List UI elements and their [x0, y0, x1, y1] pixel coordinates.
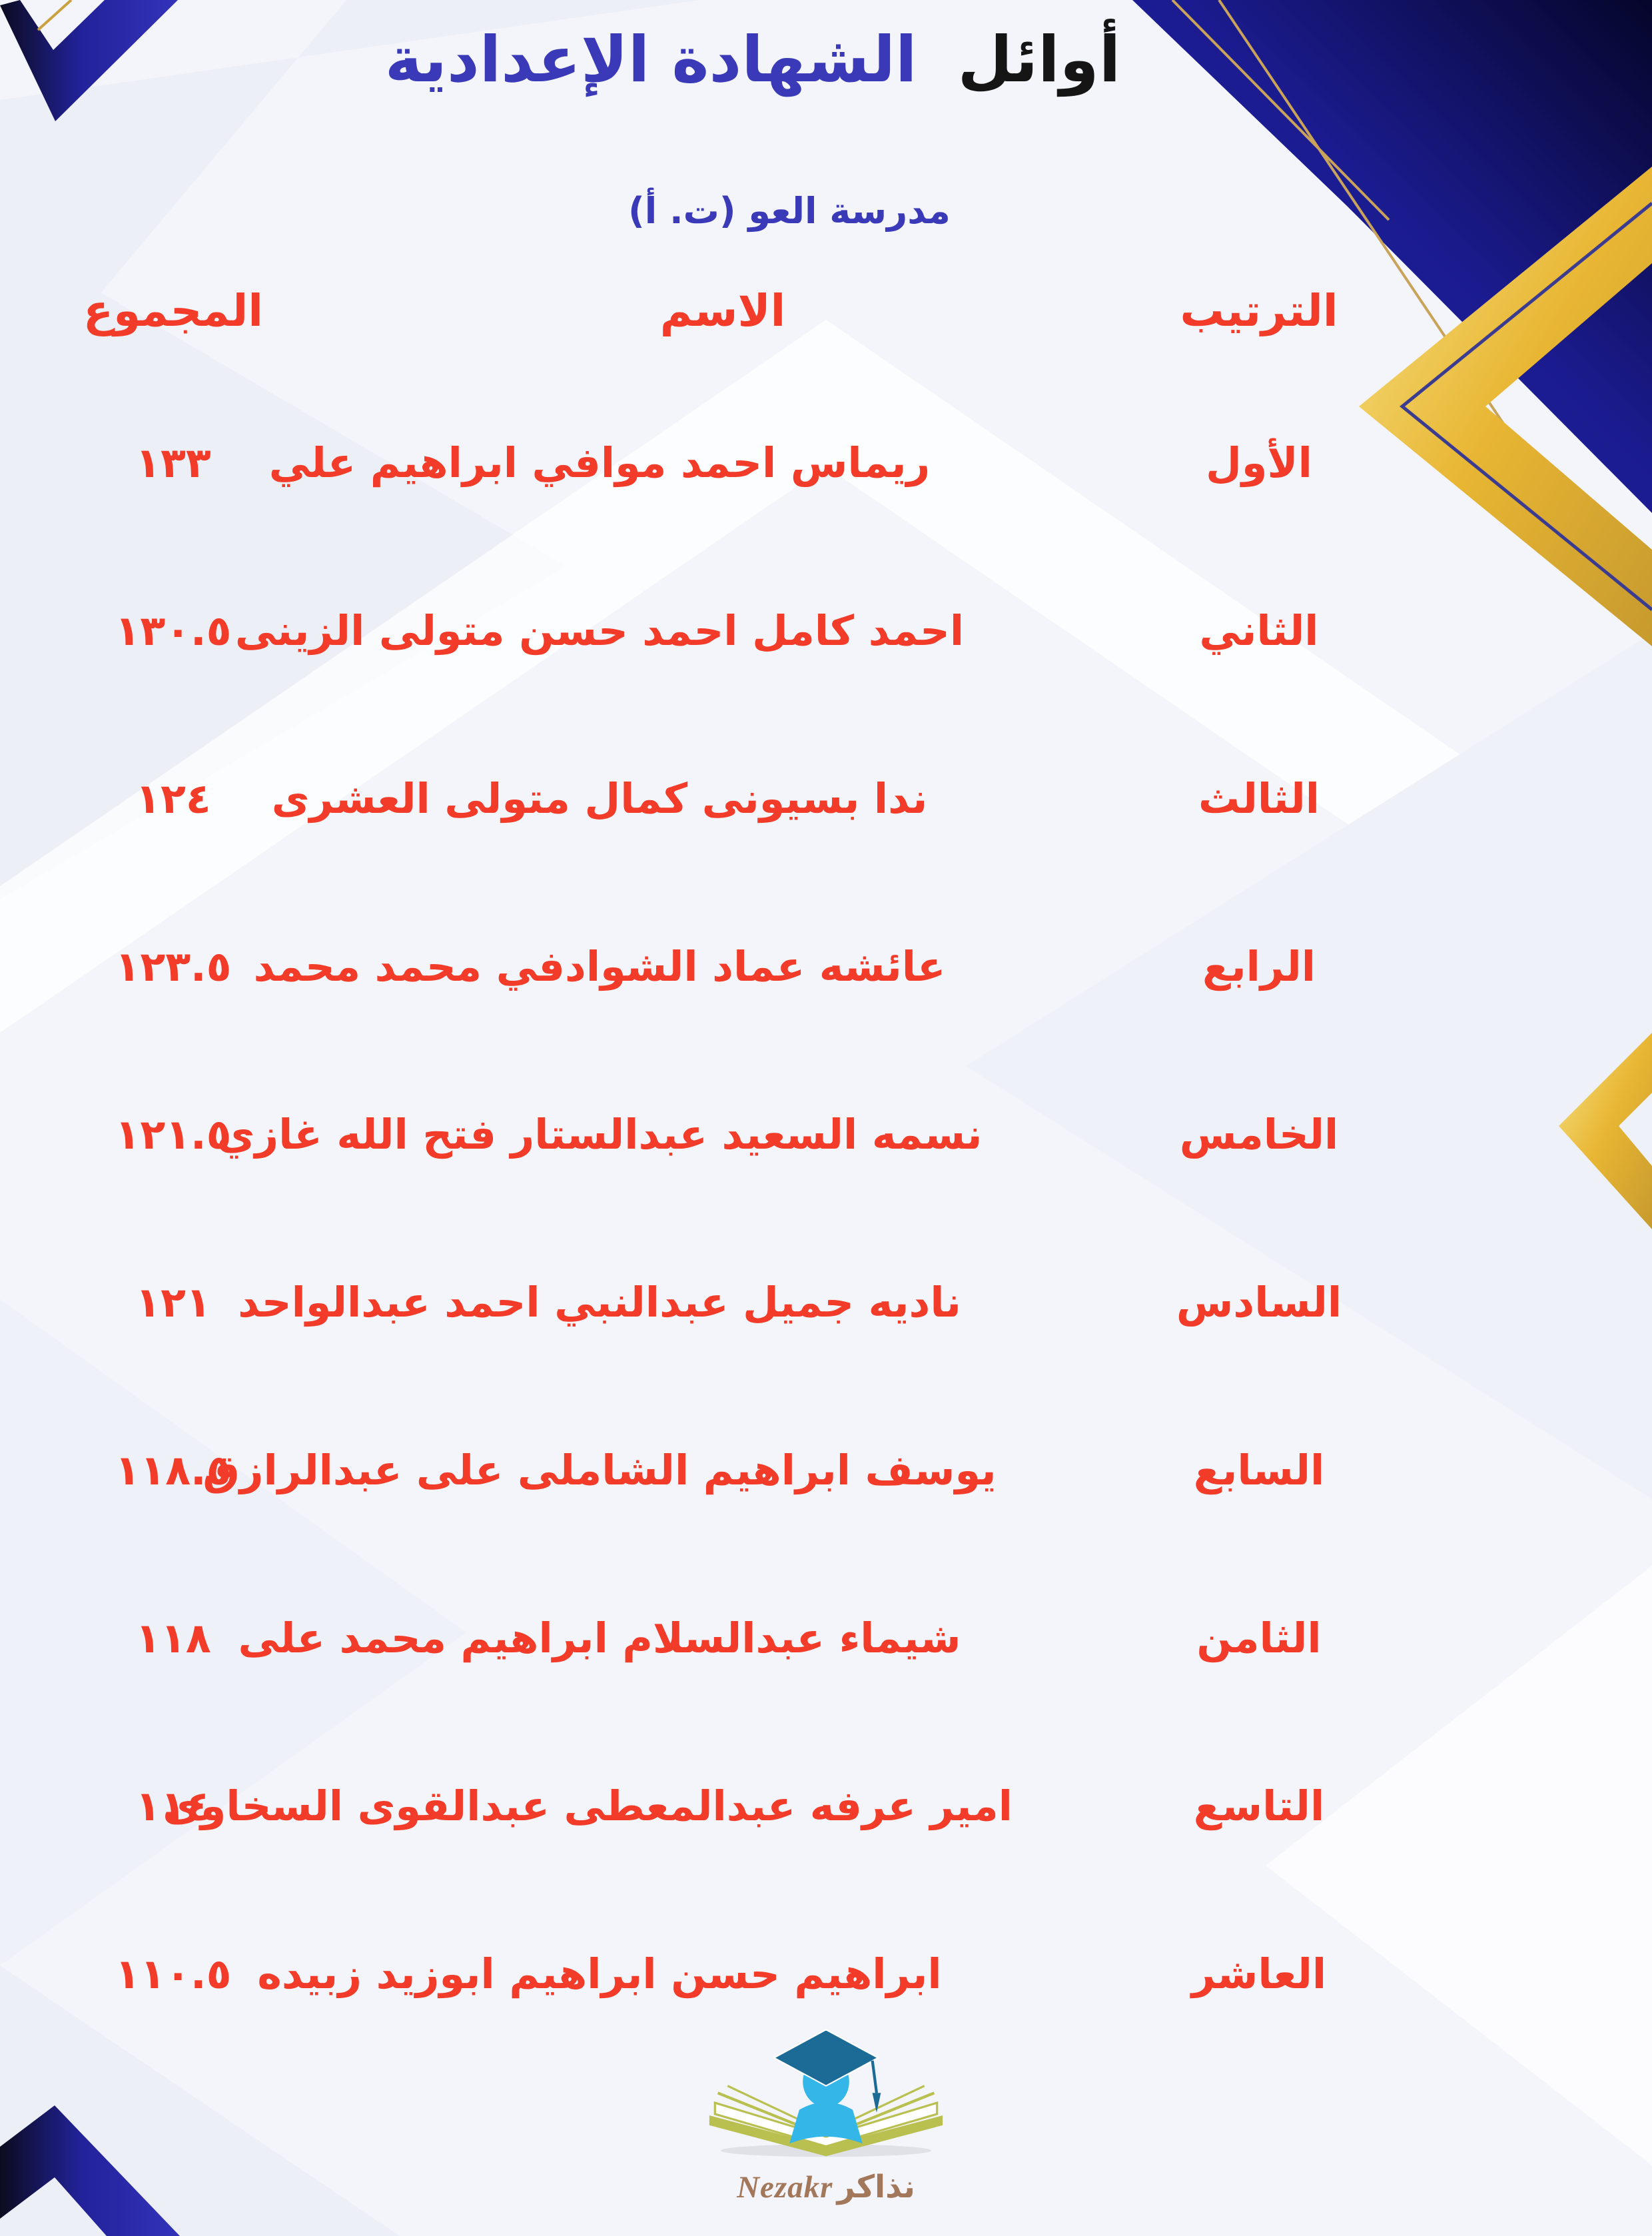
- name-cell: احمد كامل احمد حسن متولى الزينى: [234, 606, 965, 655]
- rank-cell: السادس: [1176, 1278, 1342, 1327]
- logo-latin-name: Nezakr: [737, 2170, 833, 2205]
- total-cell: ١١٠.٥: [115, 1950, 232, 1998]
- table-row: الثاني احمد كامل احمد حسن متولى الزينى ١…: [0, 581, 1652, 681]
- name-cell: ريماس احمد موافي ابراهيم علي: [268, 438, 931, 487]
- logo-graphic: [709, 2029, 943, 2157]
- total-cell: ١٢٣.٥: [115, 942, 232, 991]
- table-row: الأول ريماس احمد موافي ابراهيم علي ١٣٣: [0, 413, 1652, 513]
- column-header-name: الاسم: [659, 285, 786, 336]
- name-cell: يوسف ابراهيم الشاملى على عبدالرازق: [203, 1446, 997, 1494]
- name-cell: ابراهيم حسن ابراهيم ابوزيد زبيده: [257, 1950, 942, 1998]
- title-word-firsts: أوائل: [957, 23, 1121, 97]
- table-row: السادس ناديه جميل عبدالنبي احمد عبدالواح…: [0, 1253, 1652, 1353]
- rank-cell: الخامس: [1179, 1110, 1339, 1159]
- column-header-rank: الترتيب: [1180, 285, 1338, 336]
- top-left-chevron: [0, 0, 178, 121]
- bottom-left-chevron: [0, 2105, 180, 2236]
- total-cell: ١٣٣: [135, 438, 211, 487]
- school-name: مدرسة العو (ت. أ): [628, 190, 951, 232]
- total-cell: ١٢١: [135, 1278, 211, 1327]
- rank-cell: الثامن: [1196, 1614, 1322, 1662]
- title-certificate: الشهادة الإعدادية: [384, 23, 917, 97]
- rank-cell: الأول: [1206, 438, 1312, 487]
- rank-cell: الرابع: [1202, 942, 1316, 991]
- name-cell: نسمه السعيد عبدالستار فتح الله غازي: [216, 1110, 983, 1159]
- total-cell: ١٣٠.٥: [115, 606, 232, 655]
- rank-cell: الثاني: [1199, 606, 1319, 655]
- rank-cell: الثالث: [1198, 774, 1320, 823]
- total-cell: ١١٤: [135, 1782, 211, 1830]
- table-row: الرابع عائشه عماد الشوادفي محمد محمد ١٢٣…: [0, 917, 1652, 1017]
- rank-cell: السابع: [1193, 1446, 1325, 1494]
- name-cell: امير عرفه عبدالمعطى عبدالقوى السخاوى: [163, 1782, 1013, 1830]
- name-cell: شيماء عبدالسلام ابراهيم محمد على: [238, 1614, 961, 1662]
- name-cell: عائشه عماد الشوادفي محمد محمد: [253, 942, 946, 991]
- gold-chevron-small: [1559, 1033, 1652, 1229]
- graduation-cap-icon: [772, 2029, 881, 2113]
- nezakr-logo: Nezakr نذاكر: [699, 2025, 953, 2236]
- total-cell: ١٢٤: [135, 774, 211, 823]
- rank-cell: العاشر: [1191, 1950, 1327, 1998]
- total-cell: ١١٨.٥: [115, 1446, 232, 1494]
- name-cell: ندا بسيونى كمال متولى العشرى: [271, 774, 928, 823]
- rank-cell: التاسع: [1193, 1782, 1325, 1830]
- table-header-row: الترتيب الاسم المجموع: [0, 261, 1652, 361]
- total-cell: ١١٨: [135, 1614, 211, 1662]
- total-cell: ١٢١.٥: [115, 1110, 232, 1159]
- table-row: التاسع امير عرفه عبدالمعطى عبدالقوى السخ…: [0, 1756, 1652, 1856]
- table-row: السابع يوسف ابراهيم الشاملى على عبدالراز…: [0, 1420, 1652, 1520]
- table-row: الثامن شيماء عبدالسلام ابراهيم محمد على …: [0, 1588, 1652, 1688]
- column-header-total: المجموع: [83, 285, 263, 336]
- table-row: العاشر ابراهيم حسن ابراهيم ابوزيد زبيده …: [0, 1924, 1652, 2024]
- logo-text: Nezakr نذاكر: [699, 2166, 953, 2209]
- table-row: الخامس نسمه السعيد عبدالستار فتح الله غا…: [0, 1085, 1652, 1185]
- logo-arabic-name: نذاكر: [837, 2169, 915, 2205]
- table-row: الثالث ندا بسيونى كمال متولى العشرى ١٢٤: [0, 749, 1652, 849]
- page-title: أوائل الشهادة الإعدادية: [0, 7, 1505, 113]
- name-cell: ناديه جميل عبدالنبي احمد عبدالواحد: [238, 1278, 961, 1327]
- gold-chevron-large: [1359, 167, 1652, 646]
